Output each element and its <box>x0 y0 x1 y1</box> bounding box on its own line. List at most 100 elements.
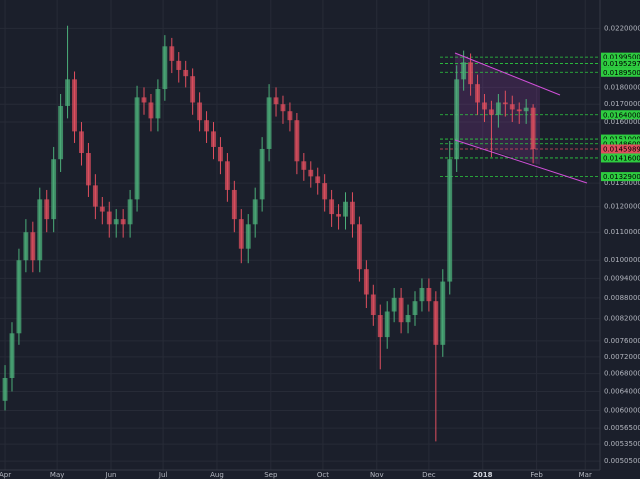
x-tick-label: May <box>50 471 64 479</box>
candle-body <box>2 377 8 401</box>
candle-body <box>58 105 64 160</box>
channel-lower <box>454 139 588 184</box>
candle-body <box>475 84 480 103</box>
candle-body <box>183 69 189 77</box>
candle-body <box>113 219 119 225</box>
level-tag <box>601 67 640 77</box>
candle-body <box>155 89 161 119</box>
candle-body <box>92 185 98 207</box>
candle-body <box>148 102 154 119</box>
x-tick-label: Sep <box>264 471 278 479</box>
level-label: 0.01329000 <box>603 173 640 181</box>
candle-body <box>315 176 321 184</box>
x-tick-label: Oct <box>317 471 329 479</box>
candle-body <box>120 219 126 225</box>
candle-body <box>141 97 147 103</box>
candle-body <box>294 120 300 162</box>
candle-body <box>343 201 348 217</box>
candle-body <box>530 107 536 149</box>
candle-body <box>419 287 425 302</box>
candle-body <box>287 111 293 121</box>
candle-body <box>398 297 404 323</box>
candle-body <box>488 109 494 115</box>
candle-body <box>412 301 418 316</box>
candle-body <box>447 159 453 282</box>
level-tag <box>601 172 640 182</box>
candle-body <box>308 169 314 177</box>
candle-body <box>336 214 341 217</box>
candle-body <box>79 131 84 154</box>
candle-body <box>273 97 279 105</box>
level-tag <box>601 139 640 149</box>
candle-body <box>301 161 307 170</box>
candle-body <box>405 315 411 323</box>
level-tag <box>601 134 640 144</box>
x-tick-label: Nov <box>370 471 384 479</box>
candle-body <box>370 294 376 316</box>
x-tick-label: Dec <box>422 471 436 479</box>
x-tick-label: 2018 <box>473 471 493 479</box>
candle-body <box>426 287 432 302</box>
candle-body <box>176 60 182 70</box>
candle-body <box>356 224 362 270</box>
candle-body <box>99 206 105 212</box>
candle-body <box>44 199 50 220</box>
candle-body <box>169 46 175 61</box>
candle-body <box>231 189 237 220</box>
candle-body <box>482 102 487 110</box>
price-axis <box>600 0 640 479</box>
candle-body <box>433 301 439 345</box>
level-tag <box>601 110 640 120</box>
candle-body <box>106 211 112 225</box>
candle-body <box>523 107 529 112</box>
candle-body <box>218 146 223 162</box>
candle-body <box>495 102 501 115</box>
candle-body <box>245 224 251 249</box>
level-label: 0.01952971 <box>603 60 640 68</box>
candle-body <box>127 199 133 225</box>
candle-body <box>322 183 328 200</box>
candle-body <box>9 333 15 378</box>
candle-body <box>516 109 522 112</box>
x-tick-label: Apr <box>0 471 11 479</box>
levels <box>440 56 600 178</box>
candle-body <box>85 153 91 186</box>
candle-body <box>280 104 286 112</box>
candle-body <box>329 199 335 215</box>
candle-body <box>440 281 446 345</box>
level-tag <box>601 144 640 154</box>
candle-body <box>23 232 29 261</box>
candle-body <box>134 97 140 200</box>
candle-body <box>377 315 383 338</box>
candle-body <box>37 199 43 261</box>
x-tick-label: Feb <box>530 471 543 479</box>
candle-body <box>363 269 369 295</box>
x-tick-label: Mar <box>579 471 592 479</box>
y-tick-label: 0.00505000 <box>604 457 640 465</box>
candle-body <box>211 131 216 147</box>
candle-body <box>204 120 209 132</box>
candle-body <box>384 311 390 338</box>
candle-body <box>65 79 71 106</box>
candle-body <box>51 159 57 220</box>
candle-body <box>252 199 258 225</box>
candle-body <box>162 46 168 90</box>
